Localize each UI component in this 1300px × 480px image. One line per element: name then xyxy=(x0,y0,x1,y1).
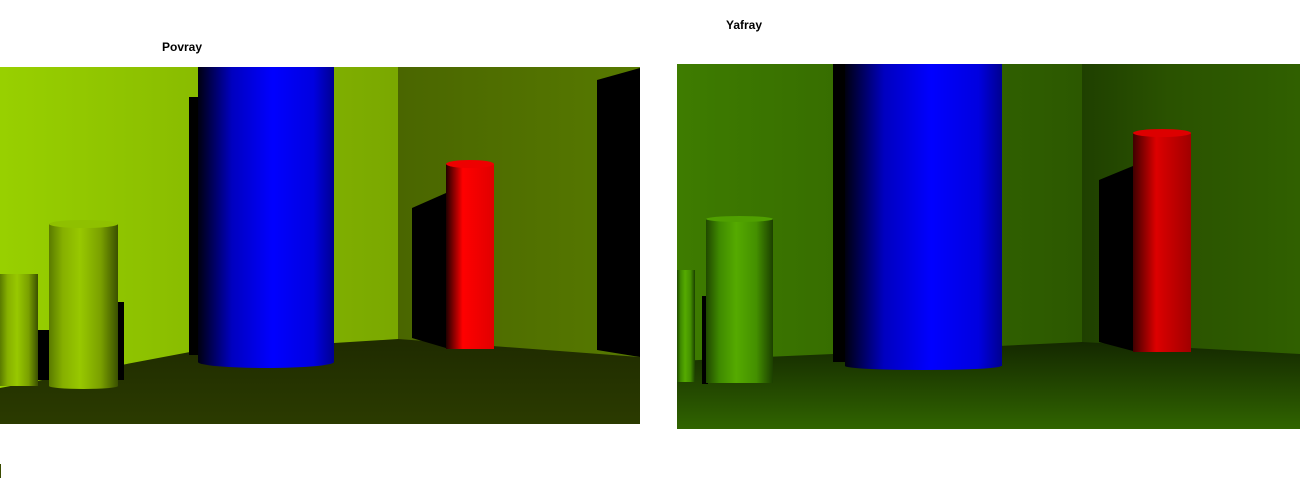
green-cylinder-base xyxy=(49,383,118,389)
red-cylinder-top xyxy=(1133,129,1191,137)
blue-cylinder xyxy=(198,67,334,362)
green-cylinder-top xyxy=(706,216,773,222)
green-cylinder-top xyxy=(49,220,118,228)
green-cylinder xyxy=(706,219,773,383)
red-cylinder xyxy=(446,164,494,349)
green-cylinder-shadow xyxy=(702,296,708,384)
yafray-caption: Yafray xyxy=(725,18,763,32)
yafray-render xyxy=(677,64,1300,429)
green-cylinder-shadow xyxy=(116,302,124,380)
blue-cylinder-base xyxy=(198,356,334,368)
red-cylinder-shadow xyxy=(1099,166,1133,351)
green-cylinder xyxy=(49,224,118,386)
povray-caption: Povray xyxy=(161,40,203,54)
small-cylinder xyxy=(0,274,38,386)
red-cylinder-shadow xyxy=(412,193,446,348)
small-cylinder-shadow xyxy=(36,330,50,380)
blue-cylinder xyxy=(845,64,1002,366)
povray-render xyxy=(0,67,640,424)
blue-cylinder-shadow xyxy=(833,64,847,362)
stray-mark xyxy=(0,464,1,478)
small-cylinder xyxy=(677,270,695,382)
floor xyxy=(677,342,1300,429)
black-wall-block xyxy=(597,68,640,357)
floor xyxy=(0,339,640,424)
blue-cylinder-base xyxy=(845,362,1001,370)
red-cylinder xyxy=(1133,133,1191,352)
red-cylinder-top xyxy=(446,160,494,168)
